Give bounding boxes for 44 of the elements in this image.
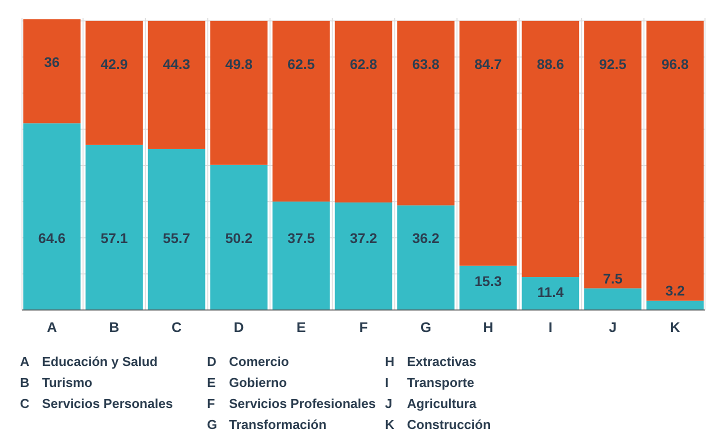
text: C Servicios Personales <box>20 396 173 411</box>
data-label: 84.7 <box>474 56 502 72</box>
data-label: 15.3 <box>474 272 502 289</box>
data-label: 55.7 <box>162 230 190 246</box>
x-tick-label: J <box>608 319 617 335</box>
x-tick-label: D <box>234 319 244 335</box>
text: A Educación y Salud <box>20 354 158 369</box>
x-tick-label: A <box>46 319 57 335</box>
data-label: 88.6 <box>536 56 564 72</box>
data-label: 62.8 <box>350 56 378 72</box>
x-tick-label: C <box>171 319 182 335</box>
data-label: 42.9 <box>100 56 128 72</box>
data-label: 44.3 <box>162 56 190 72</box>
data-label: 36.2 <box>412 230 440 246</box>
x-tick-label: B <box>109 319 120 335</box>
x-tick-label: I <box>548 319 552 335</box>
text: F Servicios Profesionales <box>207 396 376 411</box>
data-label: 11.4 <box>537 284 564 300</box>
text: D Comercio <box>207 354 290 369</box>
data-label: 62.5 <box>288 56 316 72</box>
text: E Gobierno <box>207 375 287 390</box>
text: J Agricultura <box>385 396 478 411</box>
data-label: 50.2 <box>225 230 253 246</box>
text: G Transformación <box>207 417 327 432</box>
data-label: 57.1 <box>100 230 128 246</box>
x-tick-label: F <box>359 319 368 335</box>
data-label: 64.6 <box>38 230 66 246</box>
data-label: 7.5 <box>603 270 623 286</box>
data-label: 92.5 <box>599 56 627 72</box>
data-label: 37.5 <box>288 230 316 246</box>
x-tick-label: H <box>483 319 494 335</box>
data-label: 3.2 <box>665 282 686 299</box>
x-tick-label: K <box>670 319 680 335</box>
data-label: 49.8 <box>225 56 253 72</box>
data-label: 63.8 <box>412 56 440 72</box>
x-tick-label: E <box>296 319 306 335</box>
data-label: 37.2 <box>350 230 378 246</box>
text: B Turismo <box>20 375 92 390</box>
text: H Extractivas <box>385 354 476 369</box>
text: I Transporte <box>385 375 474 390</box>
text: K Construcción <box>385 417 491 432</box>
data-label: 96.8 <box>661 56 689 72</box>
x-tick-label: G <box>420 319 432 335</box>
data-label: 36 <box>44 54 60 70</box>
